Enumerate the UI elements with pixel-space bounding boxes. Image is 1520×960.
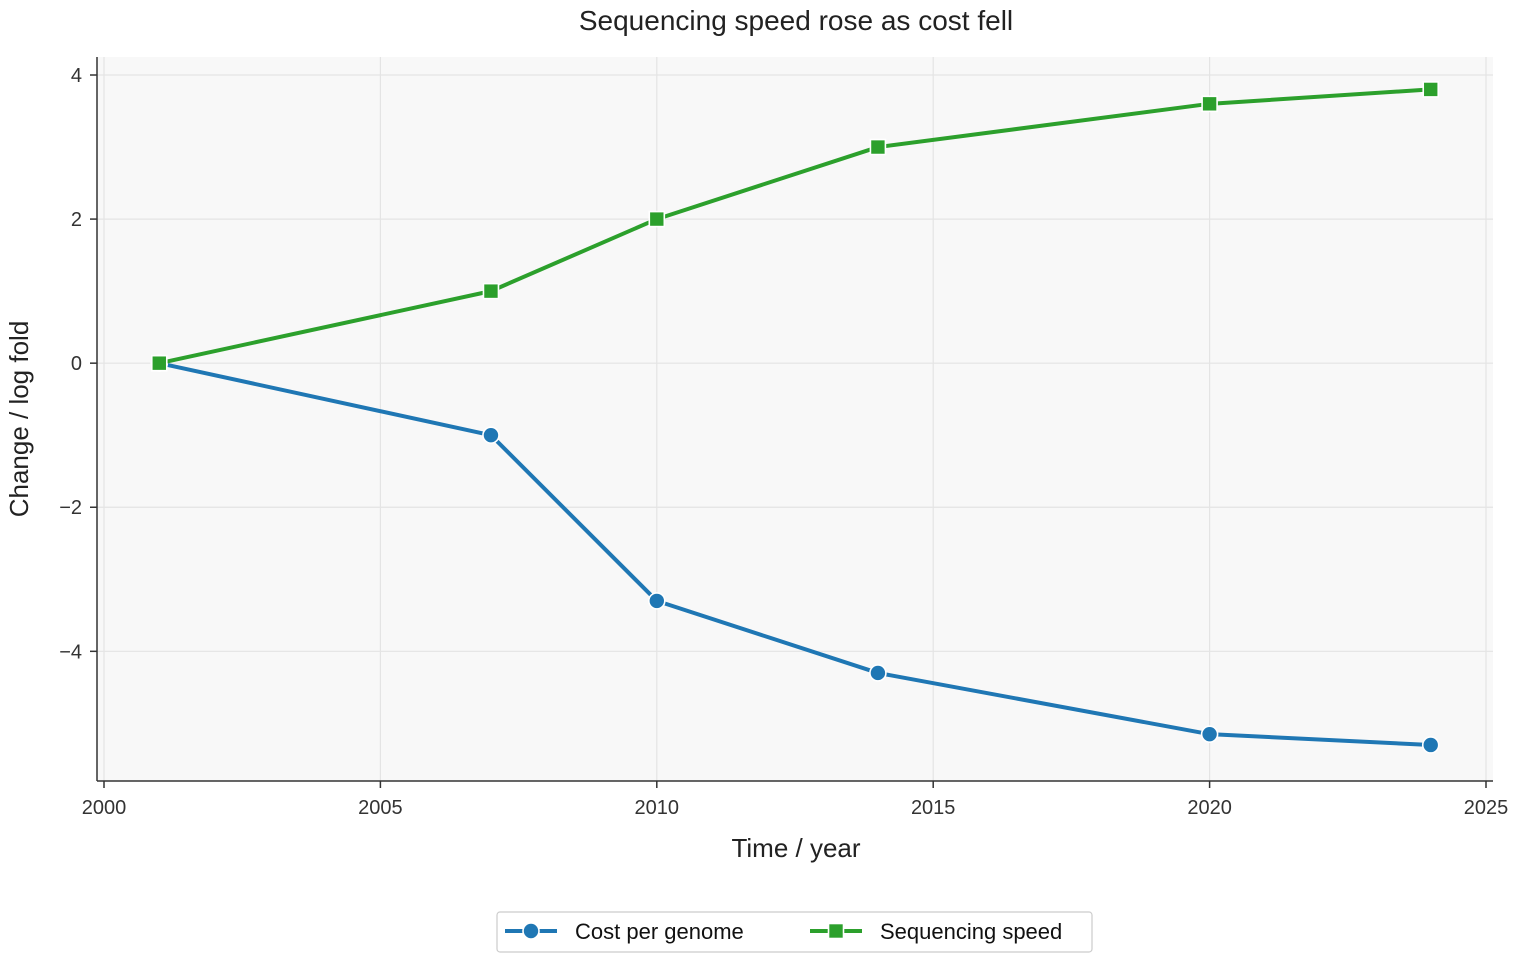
data-point-circle bbox=[869, 664, 887, 682]
legend-items: Cost per genome Sequencing speed bbox=[505, 919, 1062, 944]
data-point-circle bbox=[1200, 725, 1219, 743]
data-point-square bbox=[150, 354, 168, 372]
y-tick-label: 0 bbox=[71, 353, 82, 375]
legend-item: Sequencing speed bbox=[810, 919, 1062, 944]
axes bbox=[96, 57, 1493, 782]
data-point-circle bbox=[482, 426, 500, 445]
legend-marker bbox=[522, 922, 540, 940]
legend-label: Sequencing speed bbox=[880, 919, 1062, 944]
y-tick-label: −4 bbox=[59, 641, 82, 663]
plot-background bbox=[97, 57, 1493, 781]
y-ticks: −4 −2 0 2 4 bbox=[59, 65, 97, 663]
data-point-square bbox=[648, 210, 666, 228]
x-axis-title: Time / year bbox=[731, 833, 860, 863]
data-point-square bbox=[1422, 81, 1440, 98]
data-point-square bbox=[1201, 95, 1218, 113]
x-tick-label: 2025 bbox=[1464, 797, 1509, 819]
grid-lines bbox=[97, 57, 1493, 781]
x-tick-label: 2010 bbox=[635, 797, 680, 819]
x-tick-label: 2020 bbox=[1187, 797, 1232, 819]
y-axis-title: Change / log fold bbox=[4, 321, 34, 518]
series-1 bbox=[150, 81, 1440, 372]
x-tick-label: 2015 bbox=[911, 797, 956, 819]
x-ticks: 2000 2005 2010 2015 2020 2025 bbox=[82, 781, 1509, 819]
x-tick-label: 2005 bbox=[358, 797, 403, 819]
y-tick-label: 2 bbox=[71, 209, 82, 231]
legend-frame bbox=[496, 911, 1093, 953]
data-point-circle bbox=[1421, 736, 1440, 754]
legend-marker bbox=[827, 922, 845, 940]
series-line bbox=[157, 87, 1433, 366]
legend-label: Cost per genome bbox=[575, 919, 744, 944]
y-tick-label: −2 bbox=[59, 497, 82, 519]
chart-title: Sequencing speed rose as cost fell bbox=[579, 5, 1013, 36]
data-point-square bbox=[482, 282, 500, 300]
data-point-square bbox=[869, 138, 887, 156]
data-point-circle bbox=[647, 592, 666, 610]
legend: Cost per genome Sequencing speed bbox=[496, 911, 1093, 953]
series-line bbox=[157, 361, 1433, 747]
series-layer bbox=[150, 81, 1440, 754]
x-tick-label: 2000 bbox=[82, 797, 127, 819]
y-tick-label: 4 bbox=[71, 65, 82, 87]
legend-item: Cost per genome bbox=[505, 919, 744, 944]
